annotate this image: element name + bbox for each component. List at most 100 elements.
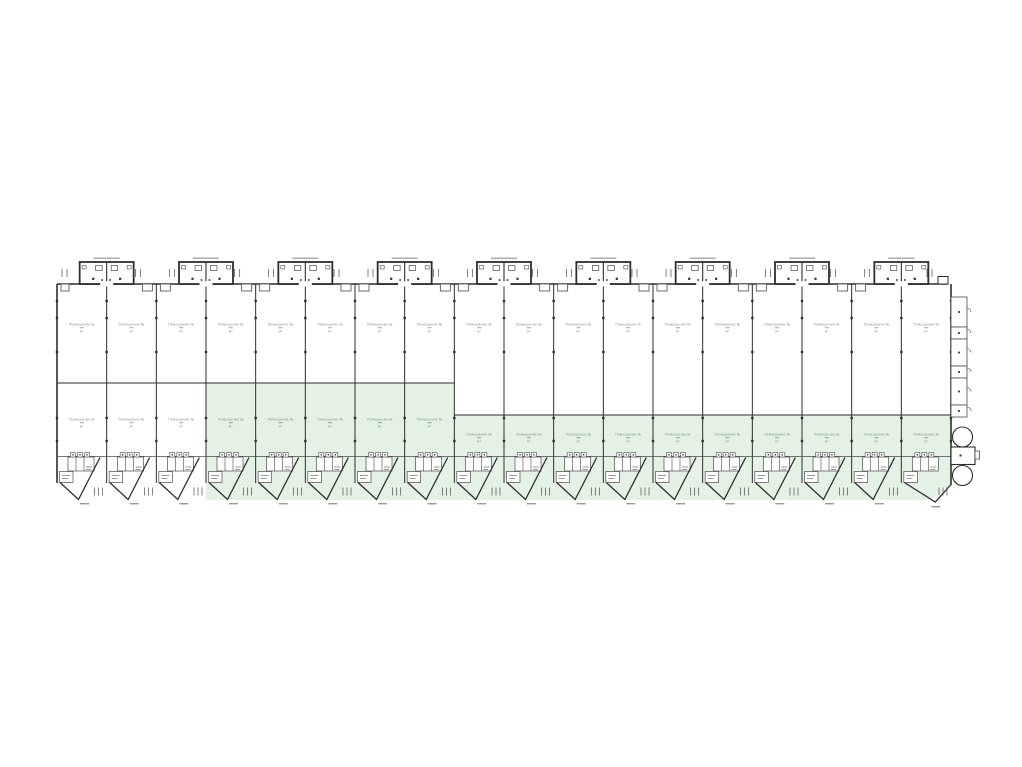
unit-label-name: Помещение №	[566, 432, 592, 436]
unit-label-area: м²	[80, 424, 85, 428]
pod-dimension-text	[193, 257, 219, 259]
pod-door-mark	[208, 279, 211, 281]
unit-label-number	[775, 437, 780, 439]
unit-label-number	[874, 327, 879, 329]
unit-label-number	[129, 422, 134, 424]
column-marker	[502, 350, 506, 354]
column-marker	[204, 350, 208, 354]
dock-recess	[258, 457, 300, 501]
column-marker	[403, 416, 406, 420]
micro-label	[185, 466, 192, 468]
pod-door-gap	[696, 281, 710, 287]
pod-door-gap	[199, 281, 213, 287]
pod-corner-fixture	[424, 265, 430, 270]
pod-door-mark	[606, 279, 608, 281]
wall-notch	[340, 283, 352, 292]
micro-label	[682, 469, 687, 470]
pod-door-mark	[804, 279, 807, 281]
dock-label	[229, 503, 238, 505]
unit-label-area: м²	[726, 329, 731, 333]
fixture-dot	[483, 454, 485, 456]
pod-corner-fixture	[876, 265, 882, 270]
unit-label-area: м²	[577, 329, 582, 333]
fixture-dot	[178, 454, 180, 456]
column-marker	[800, 299, 804, 303]
fixture-dot	[235, 454, 237, 456]
bay: Помещение № м² Помещение № м²	[57, 322, 107, 505]
fixture-dot	[781, 454, 783, 456]
corner-room	[754, 471, 769, 483]
entrance-pod	[178, 257, 234, 287]
micro-label	[509, 478, 515, 479]
column-marker	[602, 416, 605, 420]
column-marker	[105, 316, 108, 320]
unit-label-name: Помещение №	[665, 322, 691, 326]
pod-dimension-text	[491, 257, 517, 259]
dock-label	[477, 503, 487, 505]
column-marker	[304, 439, 307, 443]
fixture-dot	[72, 454, 74, 456]
column-marker	[453, 439, 456, 443]
pod-furniture	[790, 265, 798, 271]
micro-label	[731, 469, 737, 470]
column-marker	[254, 299, 257, 303]
wall-notch	[358, 283, 370, 292]
corner-room	[456, 471, 471, 483]
dock-label	[874, 503, 884, 505]
fixture-dot	[533, 454, 535, 456]
column-marker	[254, 439, 257, 443]
micro-label	[409, 475, 418, 476]
dock-label	[931, 506, 941, 508]
dock-label	[378, 503, 387, 505]
fixture-dot	[79, 454, 81, 456]
bay: Помещение № м² Помещение № м²	[553, 322, 604, 505]
micro-label	[781, 469, 787, 470]
wall-notch	[241, 283, 253, 292]
dock-label	[527, 503, 536, 505]
pod-dimension-text	[789, 257, 815, 259]
sanitary-room	[713, 456, 741, 472]
micro-label	[582, 466, 589, 468]
unit-label-area: м²	[80, 329, 85, 333]
unit-label-name: Помещение №	[268, 322, 294, 326]
unit-label-number	[626, 327, 631, 329]
fixture-dot	[420, 454, 422, 456]
micro-label	[608, 475, 617, 476]
dock-recess	[158, 457, 200, 501]
fixture-dot	[377, 454, 379, 456]
unit-label-area: м²	[775, 439, 780, 443]
unit-label-name: Помещение №	[119, 322, 145, 326]
unit-label-name: Помещение №	[417, 322, 443, 326]
column-marker	[552, 350, 555, 354]
entrance-pod	[873, 257, 930, 287]
micro-label	[533, 469, 538, 470]
entrance-pods-group	[78, 257, 930, 287]
column-marker	[155, 416, 158, 420]
unit-label-number	[576, 327, 581, 329]
column-marker	[105, 299, 108, 303]
pod-furniture	[706, 265, 715, 271]
micro-label	[632, 466, 639, 468]
micro-label	[360, 475, 368, 476]
micro-label	[459, 475, 468, 476]
unit-label-number	[427, 327, 432, 329]
dock-recess	[655, 457, 697, 501]
bay: Помещение № м² Помещение № м²	[106, 322, 157, 505]
annex-door-arc	[966, 348, 972, 353]
fixture-dot	[725, 454, 727, 456]
corner-room	[406, 471, 422, 483]
sanitary-room	[514, 456, 542, 472]
unit-label-area: м²	[676, 439, 681, 443]
pod-door-mark	[498, 279, 501, 281]
bay: Помещение № м² Помещение № м²	[752, 322, 802, 505]
dock-label	[129, 503, 139, 505]
column-marker	[651, 316, 655, 320]
fixture-dot	[370, 454, 372, 456]
column-marker	[502, 299, 506, 303]
fixture-dot	[618, 454, 620, 456]
column-marker	[900, 416, 903, 420]
column-marker	[552, 439, 555, 443]
micro-label	[384, 466, 390, 468]
